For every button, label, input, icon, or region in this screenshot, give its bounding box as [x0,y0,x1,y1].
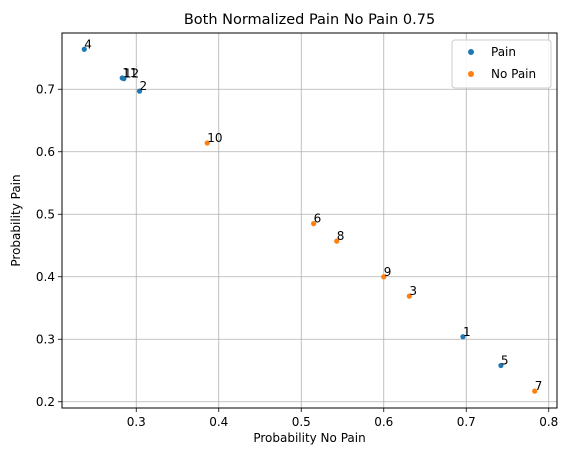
grid [62,33,557,408]
y-tick-label: 0.4 [36,270,55,284]
y-axis-title: Probability Pain [9,174,23,266]
data-point [121,76,127,82]
point-label: 12 [124,67,139,81]
plot-frame [61,32,558,409]
data-point [204,140,210,146]
data-point [311,221,317,227]
legend: Pain No Pain [451,39,552,89]
point-label: 8 [337,229,345,243]
x-tick-label: 0.4 [209,415,228,429]
x-tick-label: 0.7 [457,415,476,429]
data-point [136,88,143,94]
point-label: 10 [207,131,222,145]
legend-marker-no-pain [468,71,474,77]
y-tick-label: 0.3 [36,332,55,346]
data-point [381,274,387,280]
axis-ticks: 0.3 0.4 0.5 0.6 0.7 0.8 0.2 0.3 0.4 0.5 0.6 0.7 [36,82,558,429]
x-tick-label: 0.5 [292,415,311,429]
point-label: 3 [409,284,417,298]
x-axis-title: Probability No Pain [253,431,365,445]
y-tick-label: 0.6 [36,145,55,159]
point-label: 11 [122,66,137,80]
point-label: 9 [384,265,392,279]
point-label: 1 [463,325,471,339]
legend-box [451,39,552,89]
point-label: 2 [140,79,148,93]
data-point [460,334,466,340]
point-label: 6 [314,212,322,226]
legend-marker-pain [468,49,474,55]
chart-title: Both Normalized Pain No Pain 0.75 [184,12,435,28]
data-point [334,238,340,244]
legend-label-pain: Pain [491,45,516,59]
x-tick-label: 0.3 [127,415,146,429]
y-tick-label: 0.5 [36,207,55,221]
point-label: 4 [84,37,92,51]
data-point [81,46,87,52]
x-tick-label: 0.6 [374,415,393,429]
legend-label-no-pain: No Pain [491,67,536,81]
point-label: 7 [535,379,543,393]
data-point [532,388,538,394]
data-point [498,362,504,369]
y-tick-label: 0.2 [36,395,55,409]
point-label: 5 [501,354,509,368]
y-tick-label: 0.7 [36,82,55,96]
x-tick-label: 0.8 [539,415,558,429]
data-point [406,293,412,299]
